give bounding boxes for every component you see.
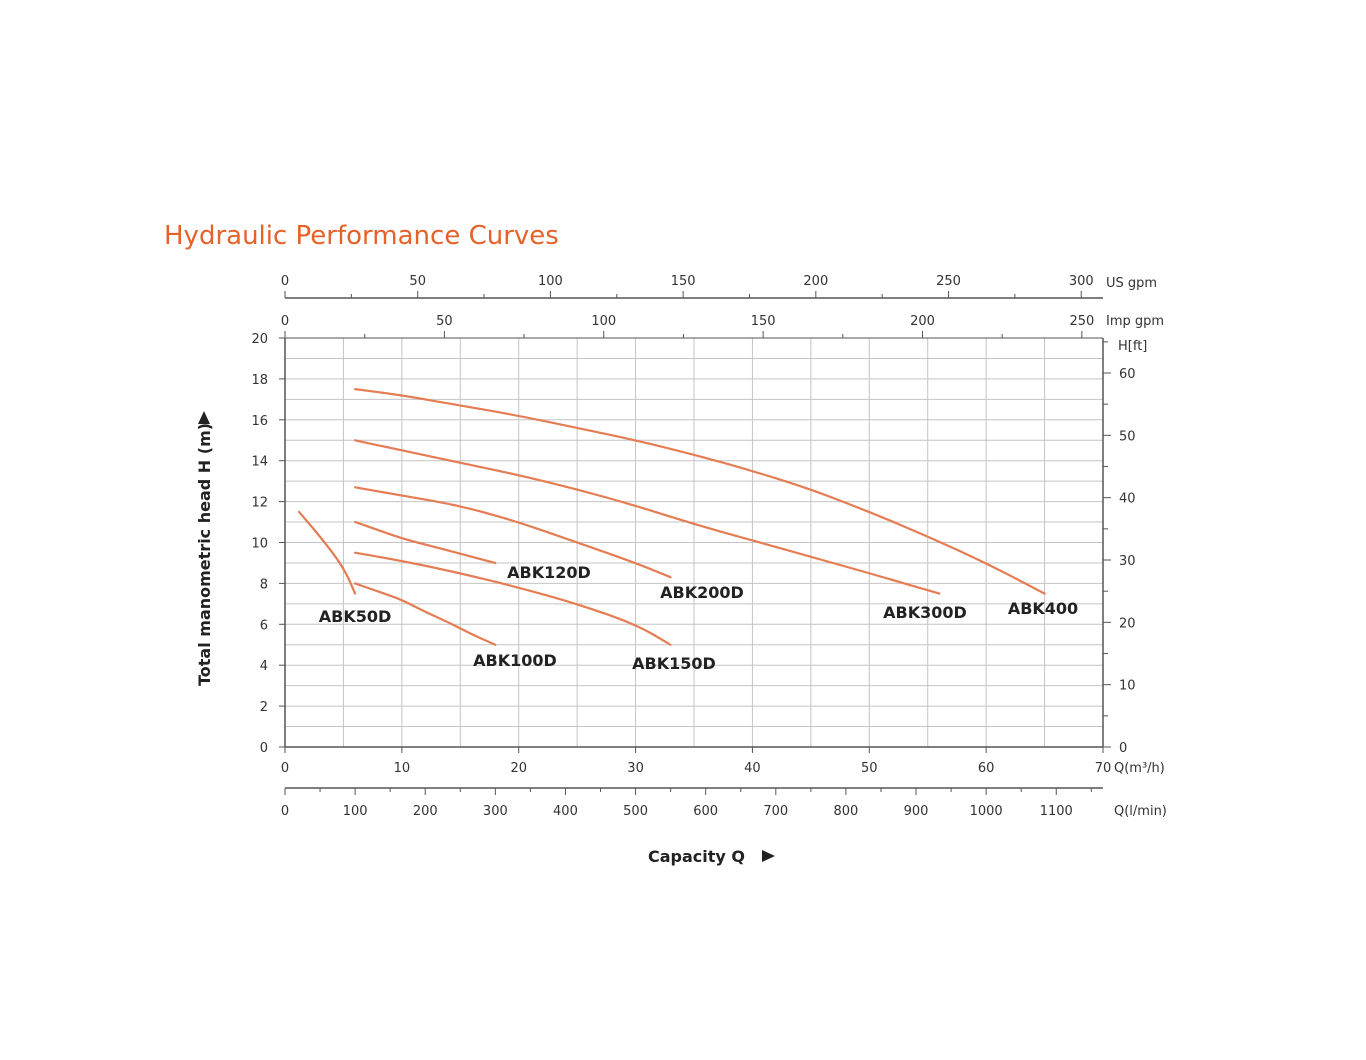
us-gpm-tick-label: 300 <box>1069 274 1094 289</box>
series-label-abk400: ABK400 <box>1008 599 1078 618</box>
l-min-tick-label: 100 <box>343 804 368 819</box>
imp-gpm-tick-label: 250 <box>1069 314 1094 329</box>
x-tick-label: 0 <box>281 761 289 776</box>
x-tick-label: 50 <box>861 761 878 776</box>
imp-gpm-tick-label: 200 <box>910 314 935 329</box>
y-tick-label: 14 <box>251 455 268 470</box>
y-tick-label: 4 <box>260 659 268 674</box>
l-min-tick-label: 1100 <box>1040 804 1073 819</box>
series-line-abk150d <box>354 551 672 646</box>
y-tick-label: 20 <box>251 332 268 347</box>
l-min-tick-label: 200 <box>413 804 438 819</box>
series-lines <box>297 388 1046 646</box>
series-label-abk100d: ABK100D <box>473 651 557 670</box>
x-tick-label: 10 <box>394 761 411 776</box>
y-tick-label: 8 <box>260 577 268 592</box>
l-min-tick-label: 400 <box>553 804 578 819</box>
imp-gpm-tick-label: 100 <box>591 314 616 329</box>
series-line-abk50d <box>297 510 357 595</box>
h-ft-tick-label: 30 <box>1119 554 1136 569</box>
series-line-abk300d <box>354 439 941 595</box>
l-min-tick-label: 900 <box>904 804 929 819</box>
l-min-unit-label: Q(l/min) <box>1114 804 1167 819</box>
y-tick-label: 12 <box>251 496 268 511</box>
l-min-tick-label: 700 <box>763 804 788 819</box>
axes <box>279 291 1111 795</box>
us-gpm-tick-label: 0 <box>281 274 289 289</box>
x-tick-label: 20 <box>510 761 527 776</box>
h-ft-tick-label: 40 <box>1119 492 1136 507</box>
series-line-abk400 <box>354 388 1046 595</box>
series-line-abk200d <box>354 486 672 579</box>
x-tick-label: 60 <box>978 761 995 776</box>
h-ft-tick-label: 20 <box>1119 616 1136 631</box>
x-tick-label: 30 <box>627 761 644 776</box>
y-tick-label: 10 <box>251 537 268 552</box>
y-axis-title-group: Total manometric head H (m) <box>195 411 214 686</box>
l-min-tick-label: 0 <box>281 804 289 819</box>
us-gpm-tick-label: 200 <box>803 274 828 289</box>
x-tick-label: 70 <box>1095 761 1112 776</box>
h-ft-tick-label: 50 <box>1119 429 1136 444</box>
l-min-tick-label: 1000 <box>970 804 1003 819</box>
x-axis-title-group: Capacity Q <box>648 847 775 866</box>
l-min-tick-label: 300 <box>483 804 508 819</box>
us-gpm-tick-label: 150 <box>671 274 696 289</box>
us-gpm-tick-label: 50 <box>409 274 426 289</box>
series-label-abk120d: ABK120D <box>507 563 591 582</box>
y-axis-title: Total manometric head H (m) <box>195 423 214 686</box>
y-axis-arrow-icon <box>198 411 210 424</box>
series-label-abk150d: ABK150D <box>632 654 716 673</box>
y-tick-label: 18 <box>251 373 268 388</box>
series-label-abk300d: ABK300D <box>883 603 967 622</box>
series-label-abk200d: ABK200D <box>660 583 744 602</box>
h-ft-unit-label: H[ft] <box>1118 339 1147 354</box>
h-ft-tick-label: 60 <box>1119 367 1136 382</box>
x-axis-title: Capacity Q <box>648 847 745 866</box>
us-gpm-tick-label: 250 <box>936 274 961 289</box>
y-tick-label: 0 <box>260 741 268 756</box>
series-label-abk50d: ABK50D <box>319 607 392 626</box>
us-gpm-unit-label: US gpm <box>1106 276 1157 291</box>
x-unit-label: Q(m³/h) <box>1114 761 1165 776</box>
l-min-tick-label: 500 <box>623 804 648 819</box>
us-gpm-tick-label: 100 <box>538 274 563 289</box>
series-line-abk100d <box>354 582 497 646</box>
chart-title: Hydraulic Performance Curves <box>164 221 559 251</box>
series-labels: ABK50D ABK100D ABK120D ABK150D ABK200D ABK300… <box>319 563 1078 673</box>
h-ft-tick-label: 0 <box>1119 741 1127 756</box>
y-tick-label: 16 <box>251 414 268 429</box>
y-tick-label: 2 <box>260 700 268 715</box>
x-tick-label: 40 <box>744 761 761 776</box>
grid <box>284 337 1104 748</box>
y-tick-label: 6 <box>260 618 268 633</box>
imp-gpm-tick-label: 50 <box>436 314 453 329</box>
imp-gpm-unit-label: Imp gpm <box>1106 314 1164 329</box>
l-min-tick-label: 800 <box>834 804 859 819</box>
imp-gpm-tick-label: 0 <box>281 314 289 329</box>
imp-gpm-tick-label: 150 <box>751 314 776 329</box>
x-axis-arrow-icon <box>762 850 775 862</box>
h-ft-tick-label: 10 <box>1119 679 1136 694</box>
series-line-abk120d <box>354 520 497 565</box>
l-min-tick-label: 600 <box>693 804 718 819</box>
